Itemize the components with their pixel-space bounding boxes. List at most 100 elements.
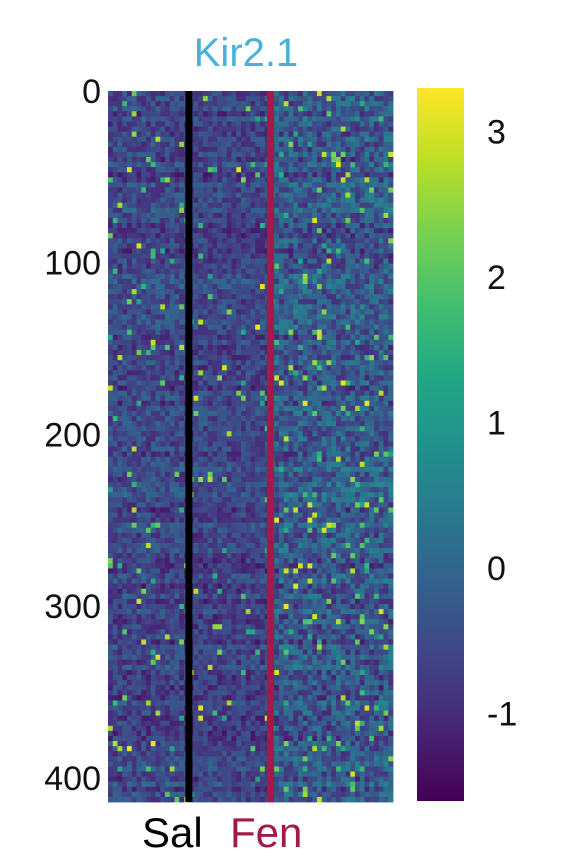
heatmap-cell (326, 446, 332, 452)
heatmap-cell (355, 309, 361, 315)
heatmap-cell (298, 329, 304, 336)
heatmap-cell (193, 253, 199, 259)
heatmap-cell (283, 441, 289, 447)
heatmap-cell (231, 324, 237, 331)
heatmap-cell (378, 96, 384, 102)
heatmap-cell (378, 350, 384, 356)
heatmap-cell (369, 111, 375, 117)
heatmap-cell (226, 151, 232, 158)
heatmap-cell (336, 151, 342, 158)
heatmap-cell (108, 299, 114, 305)
heatmap-cell (236, 400, 242, 407)
heatmap-cell (364, 380, 370, 386)
heatmap-cell (355, 441, 361, 447)
heatmap-cell (326, 162, 332, 168)
heatmap-cell (146, 151, 152, 158)
heatmap-cell (298, 375, 304, 381)
heatmap-cell (127, 273, 133, 280)
heatmap-cell (359, 319, 365, 326)
heatmap-cell (279, 405, 285, 412)
heatmap-cell (217, 375, 223, 381)
heatmap-cell (174, 121, 180, 127)
heatmap-cell (141, 421, 147, 427)
heatmap-cell (117, 431, 123, 437)
heatmap-cell (307, 182, 313, 188)
heatmap-cell (359, 157, 365, 163)
heatmap-cell (331, 278, 337, 285)
heatmap-cell (374, 167, 380, 173)
heatmap-cell (307, 294, 313, 300)
heatmap-cell (226, 314, 232, 320)
heatmap-cell (355, 385, 361, 392)
heatmap-cell (174, 212, 180, 219)
heatmap-cell (350, 446, 356, 452)
heatmap-cell (150, 182, 156, 188)
heatmap-cell (359, 441, 365, 447)
heatmap-cell (122, 111, 128, 117)
heatmap-cell (165, 212, 171, 219)
heatmap-cell (250, 258, 256, 265)
heatmap-cell (160, 466, 166, 473)
heatmap-cell (345, 400, 351, 407)
heatmap-cell (336, 492, 342, 498)
heatmap-cell (150, 106, 156, 112)
heatmap-cell (169, 339, 175, 346)
heatmap-cell (364, 466, 370, 473)
heatmap-cell (117, 476, 123, 483)
heatmap-cell (127, 116, 133, 122)
heatmap-cell (174, 146, 180, 153)
heatmap-cell (283, 395, 289, 402)
heatmap-cell (307, 283, 313, 290)
heatmap-cell (212, 111, 218, 117)
heatmap-cell (131, 329, 137, 336)
heatmap-cell (131, 253, 137, 259)
heatmap-cell (250, 410, 256, 417)
heatmap-cell (207, 304, 213, 310)
heatmap-cell (293, 502, 299, 508)
heatmap-cell (359, 268, 365, 275)
heatmap-cell (383, 385, 389, 392)
heatmap-cell (364, 441, 370, 447)
heatmap-cell (146, 263, 152, 270)
heatmap-cell (279, 202, 285, 209)
heatmap-cell (355, 436, 361, 442)
heatmap-cell (131, 334, 137, 341)
heatmap-cell (179, 187, 185, 193)
heatmap-cell (217, 405, 223, 412)
heatmap-cell (364, 192, 370, 199)
heatmap-cell (212, 385, 218, 392)
heatmap-cell (245, 507, 251, 513)
heatmap-cell (345, 395, 351, 402)
heatmap-cell (364, 278, 370, 285)
heatmap-cell (241, 106, 247, 112)
heatmap-cell (136, 471, 142, 478)
heatmap-cell (288, 162, 294, 168)
heatmap-cell (226, 385, 232, 392)
heatmap-cell (174, 111, 180, 117)
heatmap-cell (217, 426, 223, 432)
heatmap-cell (350, 482, 356, 488)
heatmap-cell (369, 426, 375, 432)
heatmap-cell (117, 223, 123, 229)
heatmap-cell (117, 192, 123, 199)
heatmap-cell (203, 172, 209, 178)
heatmap-cell (217, 309, 223, 315)
heatmap-cell (174, 106, 180, 112)
heatmap-cell (222, 263, 228, 270)
heatmap-cell (226, 207, 232, 214)
heatmap-cell (193, 106, 199, 112)
heatmap-cell (326, 126, 332, 133)
heatmap-cell (198, 487, 204, 493)
heatmap-cell (212, 365, 218, 371)
heatmap-cell (207, 223, 213, 229)
heatmap-cell (193, 334, 199, 341)
heatmap-cell (141, 101, 147, 107)
heatmap-cell (298, 238, 304, 244)
heatmap-cell (165, 268, 171, 275)
heatmap-cell (302, 243, 308, 249)
heatmap-cell (279, 416, 285, 422)
heatmap-cell (288, 202, 294, 209)
heatmap-cell (174, 299, 180, 305)
heatmap-cell (117, 212, 123, 219)
heatmap-cell (340, 492, 346, 498)
